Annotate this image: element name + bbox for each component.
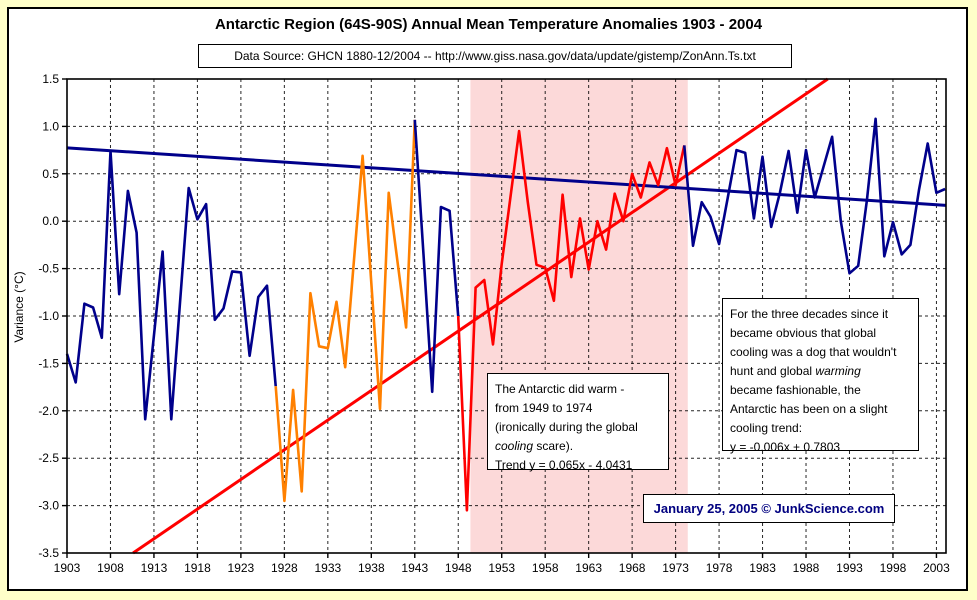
y-tick-label: -3.5 (38, 546, 59, 560)
x-tick-label: 1953 (488, 561, 515, 575)
warming-trend-line (132, 77, 829, 555)
x-tick-label: 1968 (619, 561, 646, 575)
x-tick-label: 1998 (880, 561, 907, 575)
x-tick-label: 1943 (401, 561, 428, 575)
anomaly-series-navy-1944 (413, 119, 460, 394)
x-tick-label: 1978 (706, 561, 733, 575)
y-tick-label: 1.0 (42, 119, 59, 133)
chart-title: Antarctic Region (64S-90S) Annual Mean T… (214, 16, 763, 33)
y-tick-label: -3.0 (38, 499, 59, 513)
y-tick-label: -0.5 (38, 262, 59, 276)
data-source-text: Data Source: GHCN 1880-12/2004 -- http:/… (234, 49, 756, 63)
x-tick-label: 1973 (662, 561, 689, 575)
y-tick-label: 0.0 (42, 214, 59, 228)
y-tick-label: -1.5 (38, 356, 59, 370)
anomaly-series-red-1949 (456, 129, 686, 512)
annotation-warming-note: The Antarctic did warm - from 1949 to 197… (487, 373, 669, 472)
anomaly-series-orange-1928 (274, 119, 417, 503)
x-tick-label: 1993 (836, 561, 863, 575)
x-tick-label: 1923 (228, 561, 255, 575)
anomaly-series-navy-1903 (65, 149, 277, 421)
x-tick-label: 1933 (314, 561, 341, 575)
x-tick-label: 1938 (358, 561, 385, 575)
x-tick-label: 1928 (271, 561, 298, 575)
y-tick-label: -2.0 (38, 404, 59, 418)
y-tick-label: 1.5 (42, 72, 59, 86)
x-tick-label: 1913 (141, 561, 168, 575)
y-tick-label: 0.5 (42, 167, 59, 181)
x-tick-label: 1988 (793, 561, 820, 575)
y-tick-label: -1.0 (38, 309, 59, 323)
x-tick-label: 1948 (445, 561, 472, 575)
junkscience-stamp: January 25, 2005 © JunkScience.com (643, 494, 895, 523)
x-tick-label: 1908 (97, 561, 124, 575)
data-source-box: Data Source: GHCN 1880-12/2004 -- http:/… (198, 44, 792, 68)
x-tick-label: 1963 (575, 561, 602, 575)
x-tick-label: 1903 (54, 561, 81, 575)
annotation-cooling-note: For the three decades since it became obv… (722, 298, 919, 454)
anomaly-series-navy-1975 (683, 117, 946, 275)
x-tick-label: 1918 (184, 561, 211, 575)
x-tick-label: 1958 (532, 561, 559, 575)
x-tick-label: 1983 (749, 561, 776, 575)
y-axis-title: Variance (°C) (12, 271, 26, 343)
y-tick-label: -2.5 (38, 451, 59, 465)
x-tick-label: 2003 (923, 561, 950, 575)
